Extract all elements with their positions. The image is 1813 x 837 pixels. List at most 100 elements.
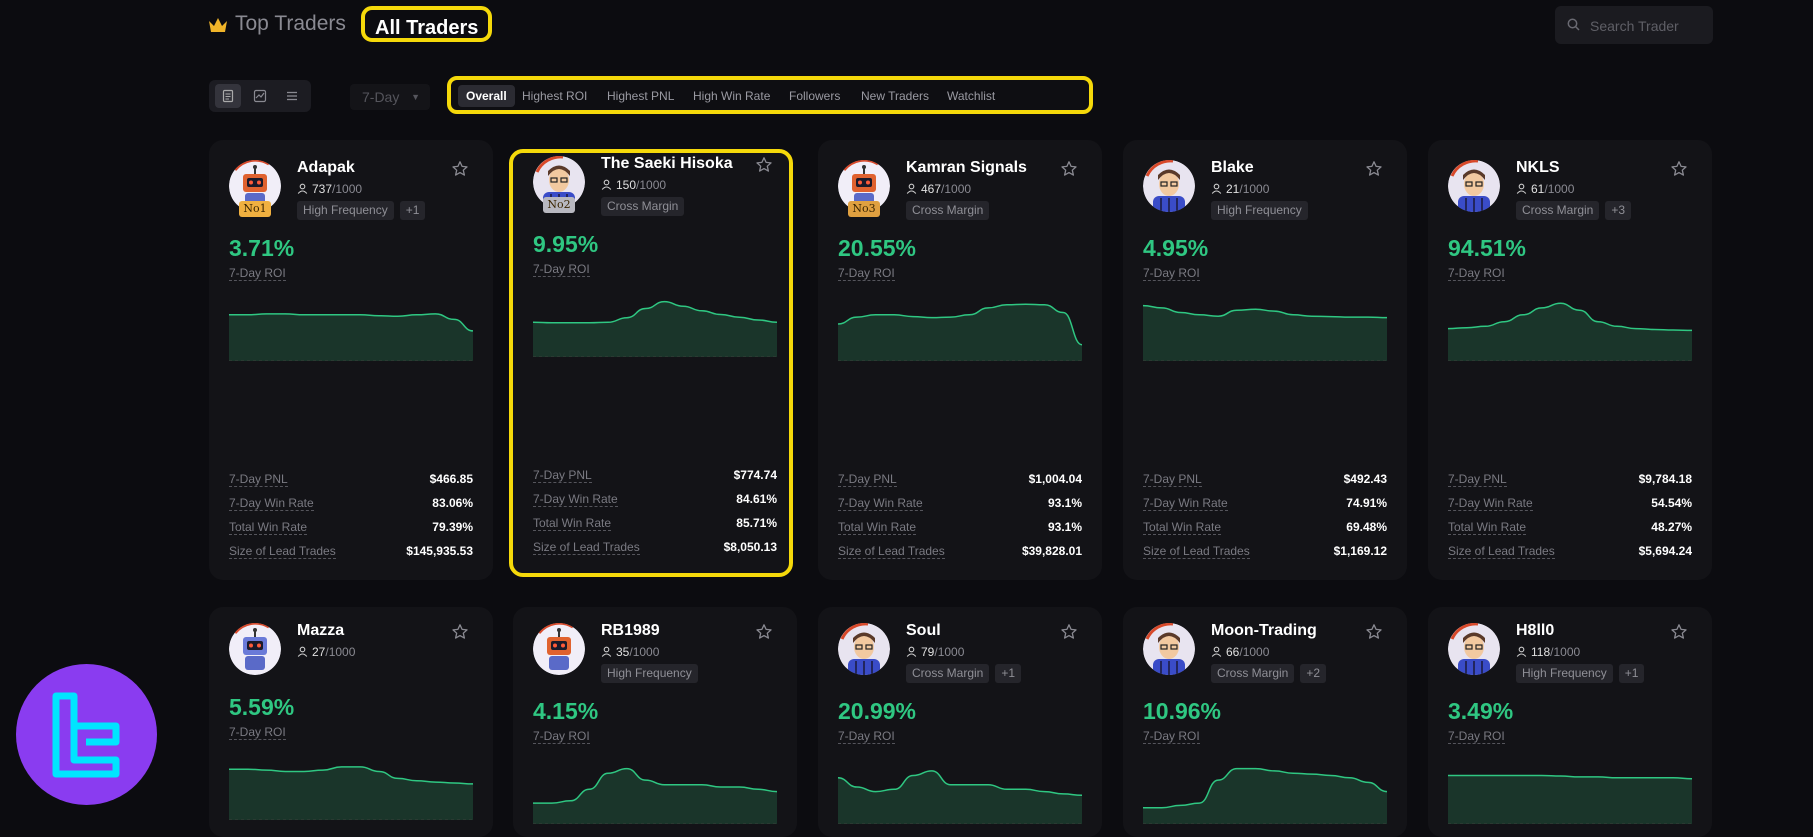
trader-card[interactable]: No3 Kamran Signals 467/1000 Cross Margin 20.… — [818, 140, 1102, 699]
roi-value: 3.71% — [229, 235, 295, 261]
roi-label: 7-Day ROI — [1448, 729, 1505, 744]
filter-tabs: Overall Highest ROI Highest PNL High Win Ra… — [447, 76, 1093, 114]
human-avatar-icon — [838, 623, 890, 675]
stat-label-total_win_rate: Total Win Rate — [838, 520, 917, 535]
trader-avatar[interactable] — [229, 160, 281, 212]
filter-tab-highest-pnl[interactable]: Highest PNL — [607, 89, 675, 103]
trader-avatar[interactable] — [1143, 160, 1195, 212]
tag-list: High Frequency +1 — [1516, 664, 1645, 683]
trader-name[interactable]: Adapak — [297, 159, 355, 176]
trader-card[interactable]: Soul 79/1000 Cross Margin +1 20.99% 7-Day ROI — [818, 607, 1102, 837]
user-icon — [601, 179, 612, 190]
tag-list: Cross Margin +2 — [1211, 664, 1327, 683]
trader-card[interactable]: No1 Adapak 737/1000 High Frequency +1 3.71% 7-… — [209, 140, 493, 699]
tab-all-traders[interactable]: All Traders — [361, 6, 493, 42]
trader-name[interactable]: Moon-Trading — [1211, 622, 1317, 639]
trader-card[interactable]: Moon-Trading 66/1000 Cross Margin +2 10.96% 7… — [1123, 607, 1407, 837]
trader-card[interactable]: Blake 21/1000 High Frequency 4.95% 7-Day ROI… — [1123, 140, 1407, 699]
follower-count: 21/1000 — [1211, 182, 1269, 196]
roi-sparkline — [532, 300, 778, 357]
sparkline-line — [229, 313, 474, 332]
stat-label-pnl: 7-Day PNL — [1448, 472, 1507, 487]
human-avatar-icon — [1448, 623, 1500, 675]
follower-capacity: /1000 — [1550, 645, 1581, 659]
trader-card[interactable]: H8ll0 118/1000 High Frequency +1 3.49% 7-Day … — [1428, 607, 1712, 837]
chart-view-button[interactable] — [247, 84, 273, 108]
star-icon[interactable] — [1365, 160, 1383, 178]
filter-tab-watchlist[interactable]: Watchlist — [947, 89, 996, 103]
roi-label: 7-Day ROI — [1143, 729, 1200, 744]
trader-card[interactable]: NKLS 61/1000 Cross Margin +3 94.51% 7-Day ROI… — [1428, 140, 1712, 699]
human-avatar-icon — [1448, 160, 1500, 212]
roi-value: 94.51% — [1448, 235, 1527, 261]
search-input[interactable] — [1588, 14, 1710, 38]
trader-card[interactable]: Mazza 27/1000 5.59% 7-Day ROI — [209, 607, 493, 837]
filter-tab-followers[interactable]: Followers — [789, 89, 841, 103]
list-view-button[interactable] — [279, 84, 305, 108]
star-icon[interactable] — [1670, 160, 1688, 178]
trader-name[interactable]: H8ll0 — [1516, 622, 1555, 639]
sparkline-container — [837, 295, 1083, 366]
trader-card[interactable]: RB1989 35/1000 High Frequency 4.15% 7-Day RO… — [513, 607, 797, 837]
roi-label: 7-Day ROI — [229, 725, 286, 740]
rank-badge: No3 — [848, 201, 880, 217]
list-icon — [287, 91, 297, 101]
trader-name[interactable]: Kamran Signals — [906, 159, 1027, 176]
user-icon — [1516, 183, 1527, 194]
star-icon[interactable] — [1670, 623, 1688, 641]
trader-avatar[interactable] — [1448, 160, 1500, 212]
user-icon — [297, 646, 308, 657]
roi-sparkline — [837, 303, 1083, 361]
tag: Cross Margin — [1516, 201, 1600, 220]
follower-value: 150 — [616, 178, 637, 192]
trader-name[interactable]: NKLS — [1516, 159, 1560, 176]
stat-value-win_rate: 83.06% — [432, 496, 473, 510]
trader-name[interactable]: Mazza — [297, 622, 345, 639]
trader-avatar[interactable] — [838, 623, 890, 675]
document-icon — [222, 89, 234, 103]
logo-mark-icon — [52, 692, 120, 778]
trader-avatar[interactable] — [229, 623, 281, 675]
filter-tab-new-traders[interactable]: New Traders — [861, 89, 930, 103]
sparkline-line — [1447, 302, 1693, 332]
trader-name[interactable]: Blake — [1211, 159, 1254, 176]
star-icon[interactable] — [451, 623, 469, 641]
follower-value: 21 — [1226, 182, 1240, 196]
star-icon[interactable] — [755, 156, 773, 174]
trader-name[interactable]: RB1989 — [601, 622, 660, 639]
stat-value-pnl: $466.85 — [429, 472, 473, 486]
follower-value: 737 — [312, 182, 333, 196]
filter-tab-overall[interactable]: Overall — [458, 85, 515, 107]
trader-avatar[interactable] — [1448, 623, 1500, 675]
trader-name[interactable]: Soul — [906, 622, 941, 639]
star-icon[interactable] — [1060, 160, 1078, 178]
card-view-button[interactable] — [215, 84, 241, 108]
star-icon[interactable] — [1060, 623, 1078, 641]
star-icon[interactable] — [755, 623, 773, 641]
trader-card[interactable]: No2 The Saeki Hisoka 150/1000 Cross Margin 9… — [509, 149, 793, 695]
stat-label-pnl: 7-Day PNL — [1143, 472, 1202, 487]
trader-name[interactable]: The Saeki Hisoka — [601, 155, 733, 172]
trader-avatar[interactable] — [1143, 623, 1195, 675]
roi-label: 7-Day ROI — [1448, 266, 1505, 281]
sparkline-area — [1143, 768, 1387, 824]
filter-tab-high-win-rate[interactable]: High Win Rate — [693, 89, 771, 103]
period-select[interactable]: 7-Day ▼ — [350, 84, 430, 110]
star-icon[interactable] — [1365, 623, 1383, 641]
tag: +1 — [995, 664, 1022, 683]
roi-value: 4.95% — [1143, 235, 1209, 261]
chart-icon — [253, 89, 267, 103]
tab-top-traders[interactable]: Top Traders — [235, 12, 346, 35]
sparkline-area — [533, 768, 777, 824]
follower-value: 467 — [921, 182, 942, 196]
stat-label-total_win_rate: Total Win Rate — [533, 516, 612, 531]
stat-value-pnl: $9,784.18 — [1638, 472, 1692, 486]
trader-avatar[interactable] — [533, 623, 585, 675]
search-box[interactable] — [1555, 6, 1713, 44]
user-icon — [1516, 646, 1527, 657]
stat-label-total_win_rate: Total Win Rate — [1143, 520, 1222, 535]
user-icon — [1211, 646, 1222, 657]
star-icon[interactable] — [451, 160, 469, 178]
filter-tab-highest-roi[interactable]: Highest ROI — [522, 89, 588, 103]
stat-value-win_rate: 84.61% — [736, 492, 777, 506]
